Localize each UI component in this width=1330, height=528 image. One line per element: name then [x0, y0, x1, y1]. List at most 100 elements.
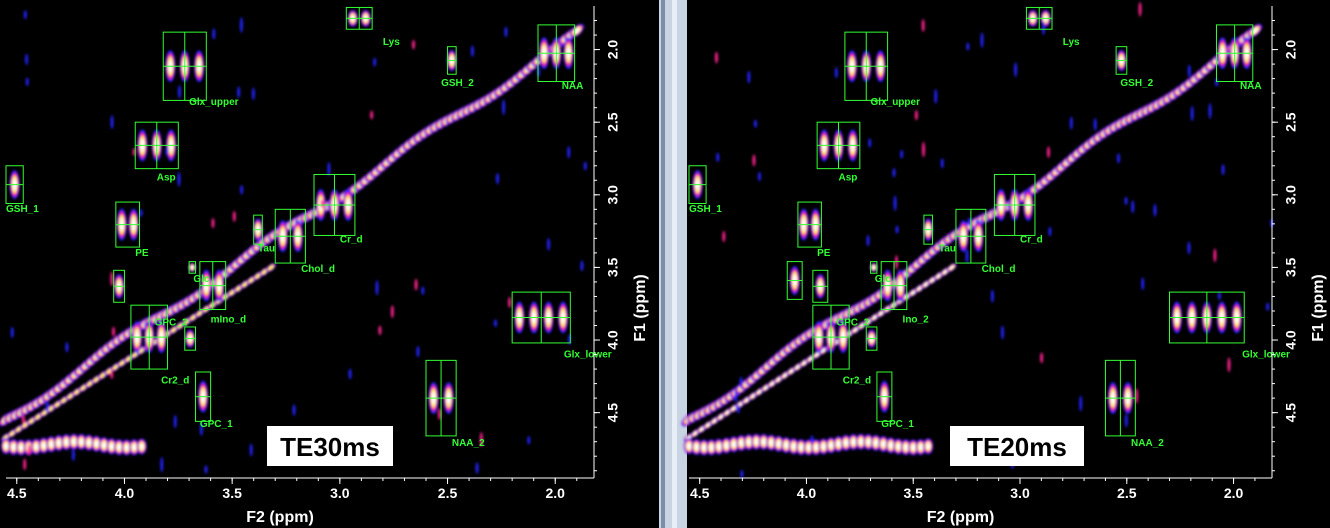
contour-blob [770, 381, 775, 386]
noise-peak [292, 404, 296, 416]
metabolite-box-Glc[interactable]: Glc [188, 261, 210, 285]
metabolite-box-Tau[interactable]: Tau [923, 214, 956, 254]
contour-blob [802, 361, 807, 365]
noise-peak [893, 195, 897, 212]
metabolite-box-Glx_upper[interactable]: Glx_upper [162, 31, 239, 108]
metabolite-box-mIno_d[interactable]: mIno_d [199, 261, 246, 326]
contour-blob [701, 444, 706, 451]
noise-peak [940, 158, 944, 169]
contour-blob [706, 423, 711, 427]
contour-blob [836, 440, 841, 448]
contour-blob [858, 438, 863, 445]
metabolite-box-unlabeled[interactable] [184, 326, 197, 351]
contour-blob [829, 442, 834, 449]
metabolite-box-Ino_2[interactable]: Ino_2 [880, 261, 929, 326]
noise-peak [438, 408, 442, 421]
noise-peak [412, 39, 416, 50]
metabolite-box-GSH_2[interactable]: GSH_2 [441, 46, 474, 89]
noise-peak [348, 368, 352, 380]
metabolite-box-Asp[interactable]: Asp [134, 121, 179, 183]
metabolite-box-Cr_d[interactable]: Cr_d [993, 173, 1043, 246]
metabolite-box-Chol_d[interactable]: Chol_d [274, 208, 335, 275]
noise-peak [990, 289, 994, 303]
noise-peak [239, 16, 243, 33]
contour-blob [757, 390, 762, 394]
metabolite-box-Glx_upper[interactable]: Glx_upper [844, 31, 920, 108]
metabolite-box-Tau[interactable]: Tau [253, 214, 275, 254]
noise-peak [734, 387, 738, 403]
metabolite-box-NAA_2[interactable]: NAA_2 [1104, 359, 1164, 449]
metabolite-box-PE[interactable]: PE [797, 201, 831, 259]
y-tick-label: 4.0 [1283, 330, 1299, 350]
metabolite-box-PE[interactable]: PE [115, 201, 149, 259]
contour-blob [19, 444, 24, 451]
metabolite-box-GPC_1[interactable]: GPC_1 [195, 371, 234, 430]
noise-peak [139, 208, 143, 217]
metabolite-label: GSH_1 [689, 204, 722, 215]
contour-blob [911, 290, 916, 295]
metabolite-box-GSH_1[interactable]: GSH_1 [688, 165, 722, 215]
contour-blob [699, 427, 704, 431]
metabolite-label: Lys [1063, 37, 1080, 48]
noise-peak [1079, 395, 1083, 412]
noise-peak [892, 168, 896, 178]
metabolite-box-Glx_lower[interactable]: Glx_lower [511, 291, 612, 360]
metabolite-box-GSH_2[interactable]: GSH_2 [1115, 46, 1154, 89]
noise-peak [45, 400, 49, 414]
metabolite-label: GPC_2 [155, 318, 188, 329]
noise-peak [110, 271, 114, 287]
noise-peak [1153, 203, 1157, 217]
metabolite-box-GSH_1[interactable]: GSH_1 [5, 165, 39, 215]
metabolite-box-Cr2_d[interactable]: Cr2_d [812, 304, 871, 387]
metabolite-box-Glx_lower[interactable]: Glx_lower [1168, 291, 1290, 360]
contour-blob [687, 442, 691, 450]
noise-peak [1093, 118, 1097, 131]
noise-peak [934, 88, 938, 104]
y-tick-label: 2.0 [605, 40, 621, 60]
noise-peak [232, 210, 236, 222]
contour-blob [34, 443, 39, 450]
metabolite-box-NAA_2[interactable]: NAA_2 [425, 359, 485, 449]
noise-peak [757, 171, 761, 182]
contour-blob [851, 438, 856, 446]
metabolite-box-Asp[interactable]: Asp [816, 121, 861, 183]
metabolite-box-GPC_2[interactable]: GPC_2 [113, 269, 188, 329]
metabolite-label: Glc [193, 274, 210, 285]
noise-peak [390, 305, 394, 319]
noise-peak [965, 248, 969, 264]
noise-peak [199, 421, 203, 436]
x-axis-label: F2 (ppm) [246, 509, 314, 526]
contour-blob [86, 439, 91, 446]
contour-blob [41, 442, 46, 449]
spectrum-panel-te30: Lys NAA GSH_2 Glx_upper Asp GSH_1 PE Glc Tau Chol… [0, 6, 649, 526]
noise-peak [27, 444, 31, 456]
metabolite-label: GPC_1 [200, 419, 233, 430]
axes: 4.5 4.0 3.5 3.0 2.5 2.0 2.0 2.5 3.0 3.5 4.0 4.5 F2 (… [6, 6, 649, 526]
metabolite-box-NAA[interactable]: NAA [537, 24, 583, 92]
contour-blob [739, 439, 744, 447]
metabolite-label: PE [135, 248, 149, 259]
metabolite-box-GPC_1[interactable]: GPC_1 [876, 371, 915, 430]
metabolite-box-Lys[interactable]: Lys [1025, 6, 1080, 48]
x-axis-label: F2 (ppm) [927, 509, 995, 526]
noise-peak [527, 435, 531, 445]
metabolite-box-unlabeled[interactable] [786, 261, 803, 300]
contour-blob [4, 442, 8, 450]
metabolite-box-NAA[interactable]: NAA [1215, 24, 1262, 92]
metabolite-box-Lys[interactable]: Lys [345, 6, 400, 48]
contour-blob [821, 443, 826, 450]
metabolite-box-Cr2_d[interactable]: Cr2_d [130, 304, 190, 387]
metabolite-box-GPC_2[interactable]: GPC_2 [812, 269, 870, 329]
contour-blob [926, 443, 931, 450]
metabolite-label: GSH_2 [1120, 78, 1153, 89]
metabolite-box-Cr_d[interactable]: Cr_d [313, 173, 363, 246]
metabolite-box-Chol_d[interactable]: Chol_d [955, 208, 1016, 275]
metabolite-box-Glc[interactable]: Glc [870, 261, 892, 285]
noise-peak [753, 119, 757, 128]
contour-blob [808, 356, 813, 361]
noise-peak [1190, 106, 1194, 122]
metabolite-box-unlabeled[interactable] [865, 326, 878, 351]
y-axis-label: F1 (ppm) [632, 274, 649, 342]
noise-peak [1266, 302, 1270, 311]
metabolite-label: PE [817, 248, 831, 259]
